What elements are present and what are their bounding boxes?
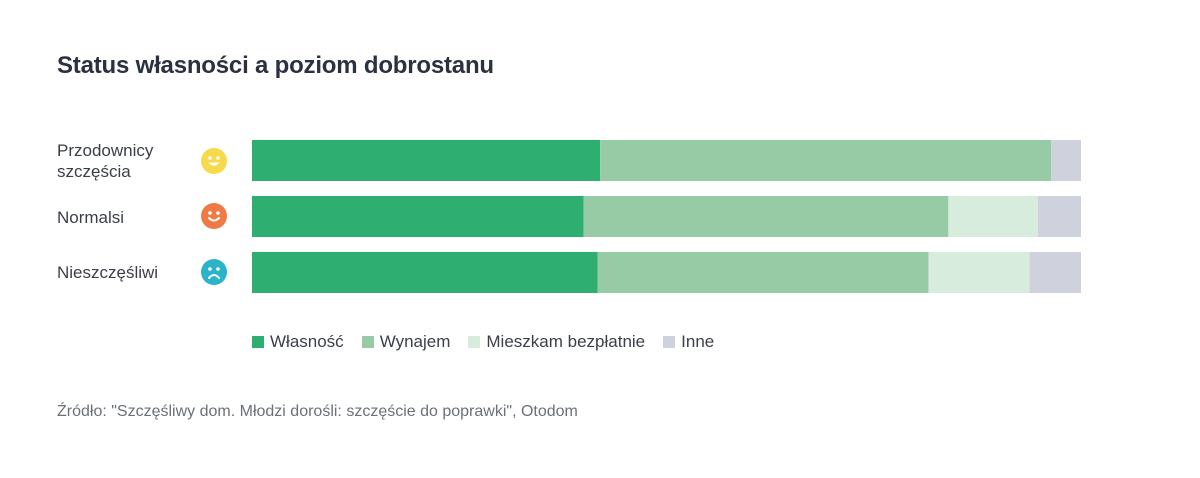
legend-item-mieszkam-bezplatnie: Mieszkam bezpłatnie [468,332,645,352]
bar-segment-1-1 [583,196,949,237]
smiling-face-icon [201,203,227,229]
legend-swatch [468,336,481,348]
chart-title: Status własności a poziom dobrostanu [57,52,494,79]
bar-segment-2-0 [252,252,598,293]
bar-segment-1-3 [1037,196,1081,237]
legend-label: Własność [270,332,344,351]
source-note: Źródło: "Szczęśliwy dom. Młodzi dorośli:… [57,403,578,420]
bar-segment-0-3 [1051,140,1081,181]
category-label-nieszczesliwi: Nieszczęśliwi [57,263,159,282]
legend-item-wynajem: Wynajem [361,332,451,352]
smiling-face-icon [201,148,227,174]
legend-item-wlasnosc: Własność [252,332,344,352]
legend-label: Wynajem [379,332,451,351]
bar-segment-0-1 [600,140,1052,181]
bar-segment-2-2 [928,252,1030,293]
legend-swatch [252,336,264,348]
bar-segment-2-3 [1029,252,1081,293]
bar-segment-1-2 [948,196,1038,237]
bar-segment-2-1 [597,252,929,293]
legend-label: Inne [681,332,715,351]
bar-segment-0-0 [252,140,601,181]
category-label-normalsi: Normalsi [57,208,125,227]
frowning-face-icon [201,259,227,285]
chart-legend: Własność Wynajem Mieszkam bezpłatnie Inn… [252,332,732,352]
legend-item-inne: Inne [663,332,714,352]
legend-label: Mieszkam bezpłatnie [486,332,646,351]
category-label-przodownicy: Przodownicy szczęścia [57,141,154,181]
legend-swatch [663,336,676,348]
bar-segment-1-0 [252,196,584,237]
legend-swatch [361,336,374,348]
